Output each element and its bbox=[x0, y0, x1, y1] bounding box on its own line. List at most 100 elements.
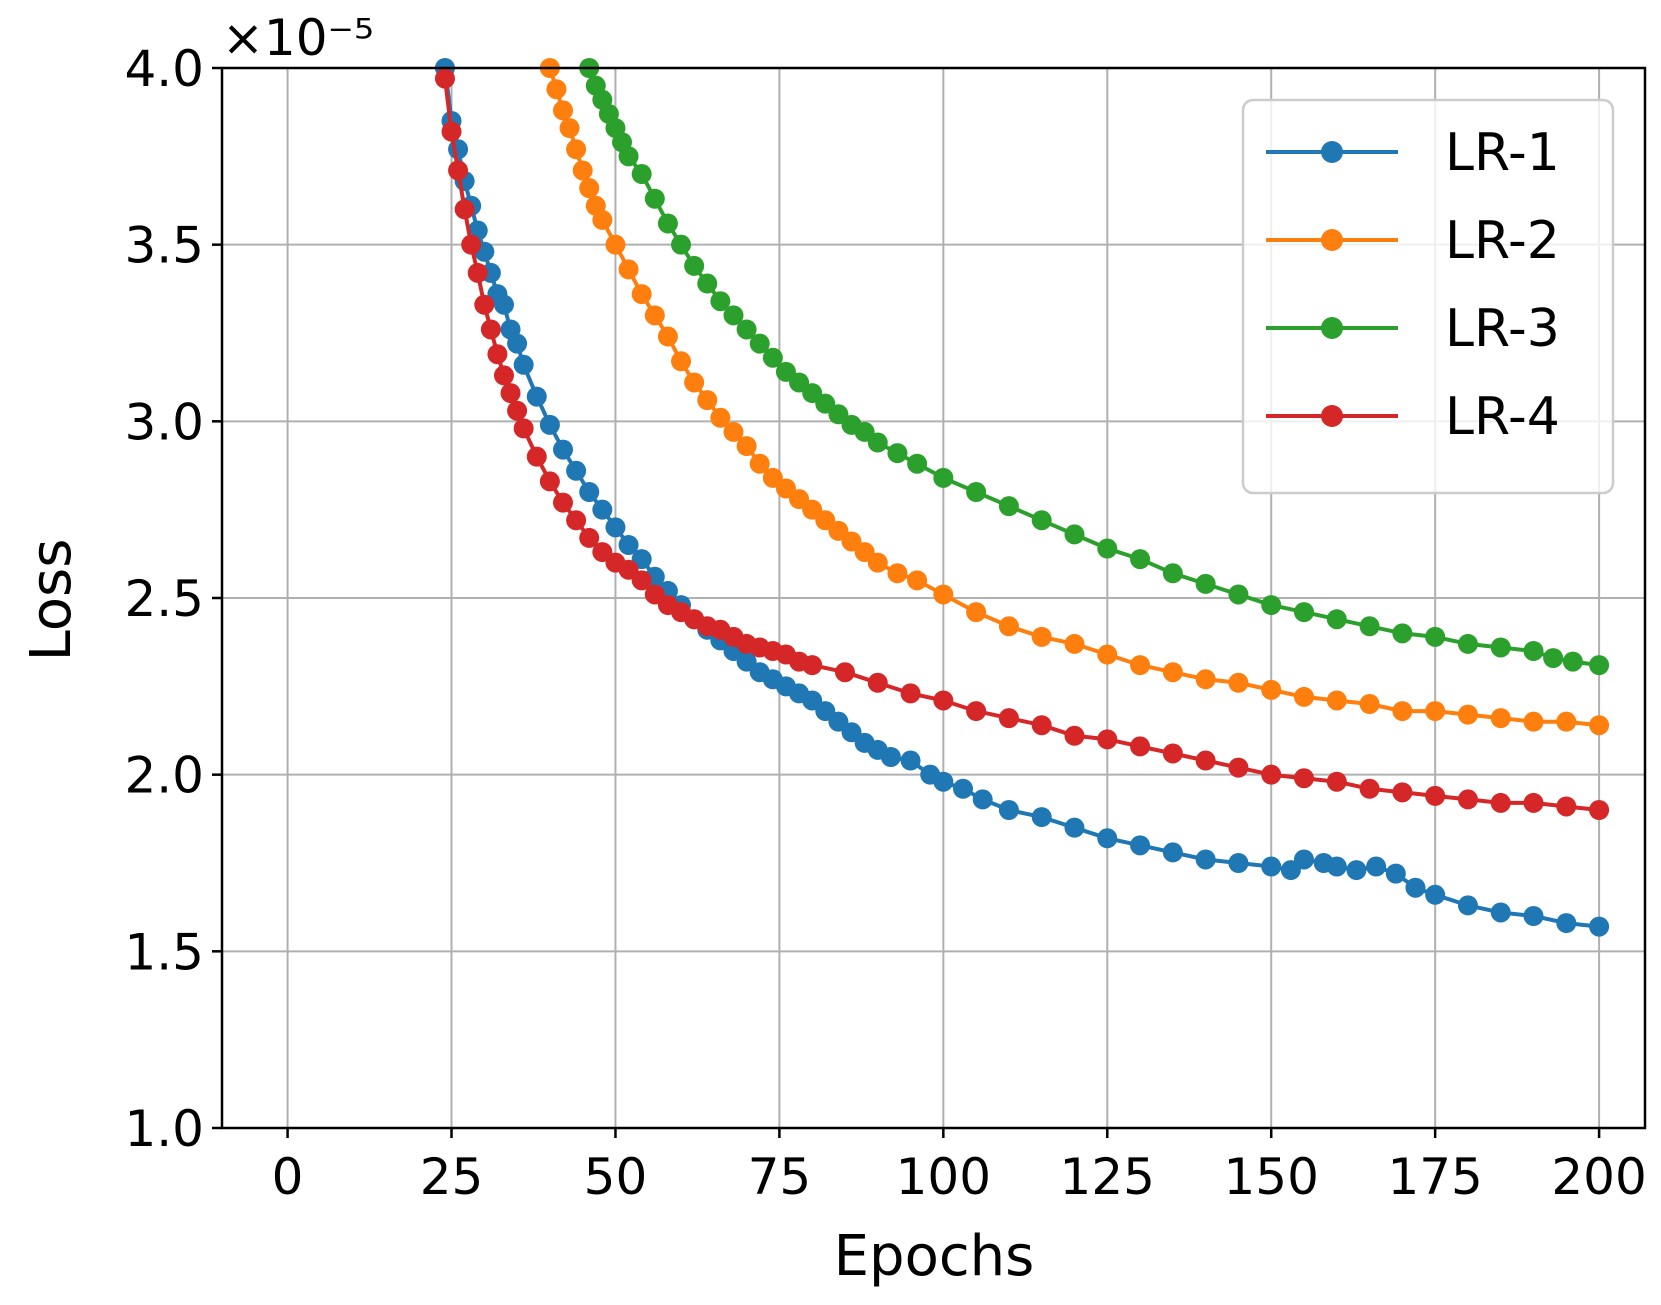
data-point-lr-1 bbox=[579, 482, 600, 502]
data-point-lr-4 bbox=[1228, 757, 1249, 778]
data-point-lr-4 bbox=[454, 199, 475, 220]
legend-marker-lr-1 bbox=[1321, 141, 1343, 163]
data-point-lr-3 bbox=[618, 146, 639, 167]
x-tick-label: 125 bbox=[1060, 1148, 1155, 1206]
data-point-lr-4 bbox=[1392, 782, 1413, 803]
data-point-lr-2 bbox=[998, 616, 1019, 637]
data-point-lr-4 bbox=[566, 510, 587, 531]
legend-marker-lr-4 bbox=[1321, 405, 1343, 427]
data-point-lr-4 bbox=[900, 683, 921, 704]
data-point-lr-4 bbox=[1097, 729, 1118, 750]
data-point-lr-4 bbox=[441, 121, 462, 142]
data-point-lr-4 bbox=[467, 262, 488, 283]
series-lr-4 bbox=[434, 68, 1610, 820]
data-point-lr-4 bbox=[998, 708, 1019, 729]
x-tick-label: 0 bbox=[272, 1148, 304, 1206]
data-point-lr-1 bbox=[513, 354, 534, 375]
data-point-lr-2 bbox=[552, 100, 573, 121]
data-point-lr-2 bbox=[907, 570, 928, 591]
data-point-lr-2 bbox=[867, 552, 888, 573]
data-point-lr-3 bbox=[1261, 595, 1282, 616]
data-point-lr-2 bbox=[671, 351, 692, 372]
data-point-lr-2 bbox=[1490, 708, 1511, 729]
data-point-lr-2 bbox=[631, 284, 652, 305]
data-point-lr-3 bbox=[1195, 573, 1216, 594]
data-point-lr-2 bbox=[1359, 694, 1380, 714]
y-tick-label: 1.5 bbox=[124, 923, 204, 981]
data-point-lr-4 bbox=[1457, 789, 1478, 810]
data-point-lr-1 bbox=[1405, 877, 1426, 898]
data-point-lr-3 bbox=[1425, 626, 1446, 647]
x-tick-label: 100 bbox=[896, 1148, 991, 1206]
data-point-lr-1 bbox=[592, 499, 613, 520]
data-point-lr-3 bbox=[933, 467, 954, 488]
data-point-lr-1 bbox=[1326, 856, 1347, 877]
data-point-lr-4 bbox=[474, 294, 495, 315]
data-point-lr-2 bbox=[592, 209, 613, 230]
data-point-lr-4 bbox=[1031, 715, 1052, 736]
data-point-lr-3 bbox=[644, 188, 665, 209]
legend-label-lr-1: LR-1 bbox=[1445, 123, 1560, 183]
legend-entries: LR-1 LR-2 LR-3 LR-4 bbox=[1266, 123, 1560, 447]
data-point-lr-4 bbox=[526, 446, 547, 467]
data-point-lr-3 bbox=[1097, 538, 1118, 559]
data-point-lr-2 bbox=[657, 326, 678, 347]
data-point-lr-1 bbox=[998, 800, 1019, 820]
legend-entry-lr-2: LR-2 bbox=[1266, 211, 1560, 271]
data-point-lr-2 bbox=[1589, 715, 1610, 736]
data-point-lr-3 bbox=[657, 213, 678, 234]
data-point-lr-3 bbox=[1162, 563, 1183, 584]
data-point-lr-2 bbox=[697, 390, 718, 411]
data-point-lr-2 bbox=[749, 453, 770, 474]
data-point-lr-2 bbox=[966, 602, 987, 623]
data-point-lr-3 bbox=[723, 305, 744, 326]
data-point-lr-3 bbox=[710, 291, 731, 312]
data-point-lr-1 bbox=[953, 778, 974, 799]
data-point-lr-4 bbox=[579, 527, 600, 548]
data-point-lr-4 bbox=[434, 68, 455, 89]
data-point-lr-1 bbox=[1457, 895, 1478, 916]
data-point-lr-1 bbox=[618, 535, 639, 555]
data-point-lr-3 bbox=[1228, 584, 1249, 605]
legend-entry-lr-4: LR-4 bbox=[1266, 387, 1560, 447]
x-tick-label: 25 bbox=[420, 1148, 484, 1206]
data-point-lr-2 bbox=[1392, 701, 1413, 722]
data-point-lr-2 bbox=[1228, 672, 1249, 693]
y-tick-label: 3.0 bbox=[124, 393, 204, 451]
data-point-lr-2 bbox=[1523, 711, 1544, 732]
data-point-lr-3 bbox=[1523, 641, 1544, 661]
data-point-lr-3 bbox=[1031, 510, 1052, 531]
data-point-lr-2 bbox=[887, 563, 908, 584]
data-point-lr-1 bbox=[566, 460, 587, 481]
data-point-lr-4 bbox=[966, 701, 987, 722]
data-point-lr-1 bbox=[1490, 902, 1511, 923]
data-point-lr-2 bbox=[1425, 701, 1446, 722]
data-point-lr-1 bbox=[552, 439, 573, 460]
data-point-lr-2 bbox=[1457, 704, 1478, 725]
legend-label-lr-3: LR-3 bbox=[1445, 299, 1560, 359]
series-layer bbox=[434, 58, 1610, 937]
data-point-lr-4 bbox=[1326, 771, 1347, 792]
data-point-lr-1 bbox=[1228, 853, 1249, 873]
legend-entry-lr-3: LR-3 bbox=[1266, 299, 1560, 359]
data-point-lr-3 bbox=[736, 319, 757, 340]
y-tick-label: 1.0 bbox=[124, 1100, 204, 1158]
data-point-lr-1 bbox=[972, 789, 993, 810]
data-point-lr-3 bbox=[1543, 648, 1564, 669]
data-point-lr-3 bbox=[966, 482, 987, 502]
data-point-lr-1 bbox=[507, 333, 528, 354]
data-point-lr-2 bbox=[1326, 690, 1347, 711]
data-point-lr-1 bbox=[1523, 906, 1544, 926]
data-point-lr-2 bbox=[1162, 662, 1183, 683]
data-point-lr-2 bbox=[1294, 686, 1315, 707]
data-point-lr-4 bbox=[513, 418, 534, 439]
data-point-lr-4 bbox=[834, 662, 855, 683]
data-point-lr-3 bbox=[1392, 623, 1413, 644]
data-point-lr-1 bbox=[1589, 916, 1610, 937]
data-point-lr-4 bbox=[507, 400, 528, 421]
data-point-lr-4 bbox=[1130, 736, 1151, 757]
data-point-lr-4 bbox=[1064, 725, 1085, 746]
y-tick-label: 4.0 bbox=[124, 40, 204, 98]
data-point-lr-1 bbox=[1031, 807, 1052, 828]
data-point-lr-1 bbox=[539, 414, 560, 435]
